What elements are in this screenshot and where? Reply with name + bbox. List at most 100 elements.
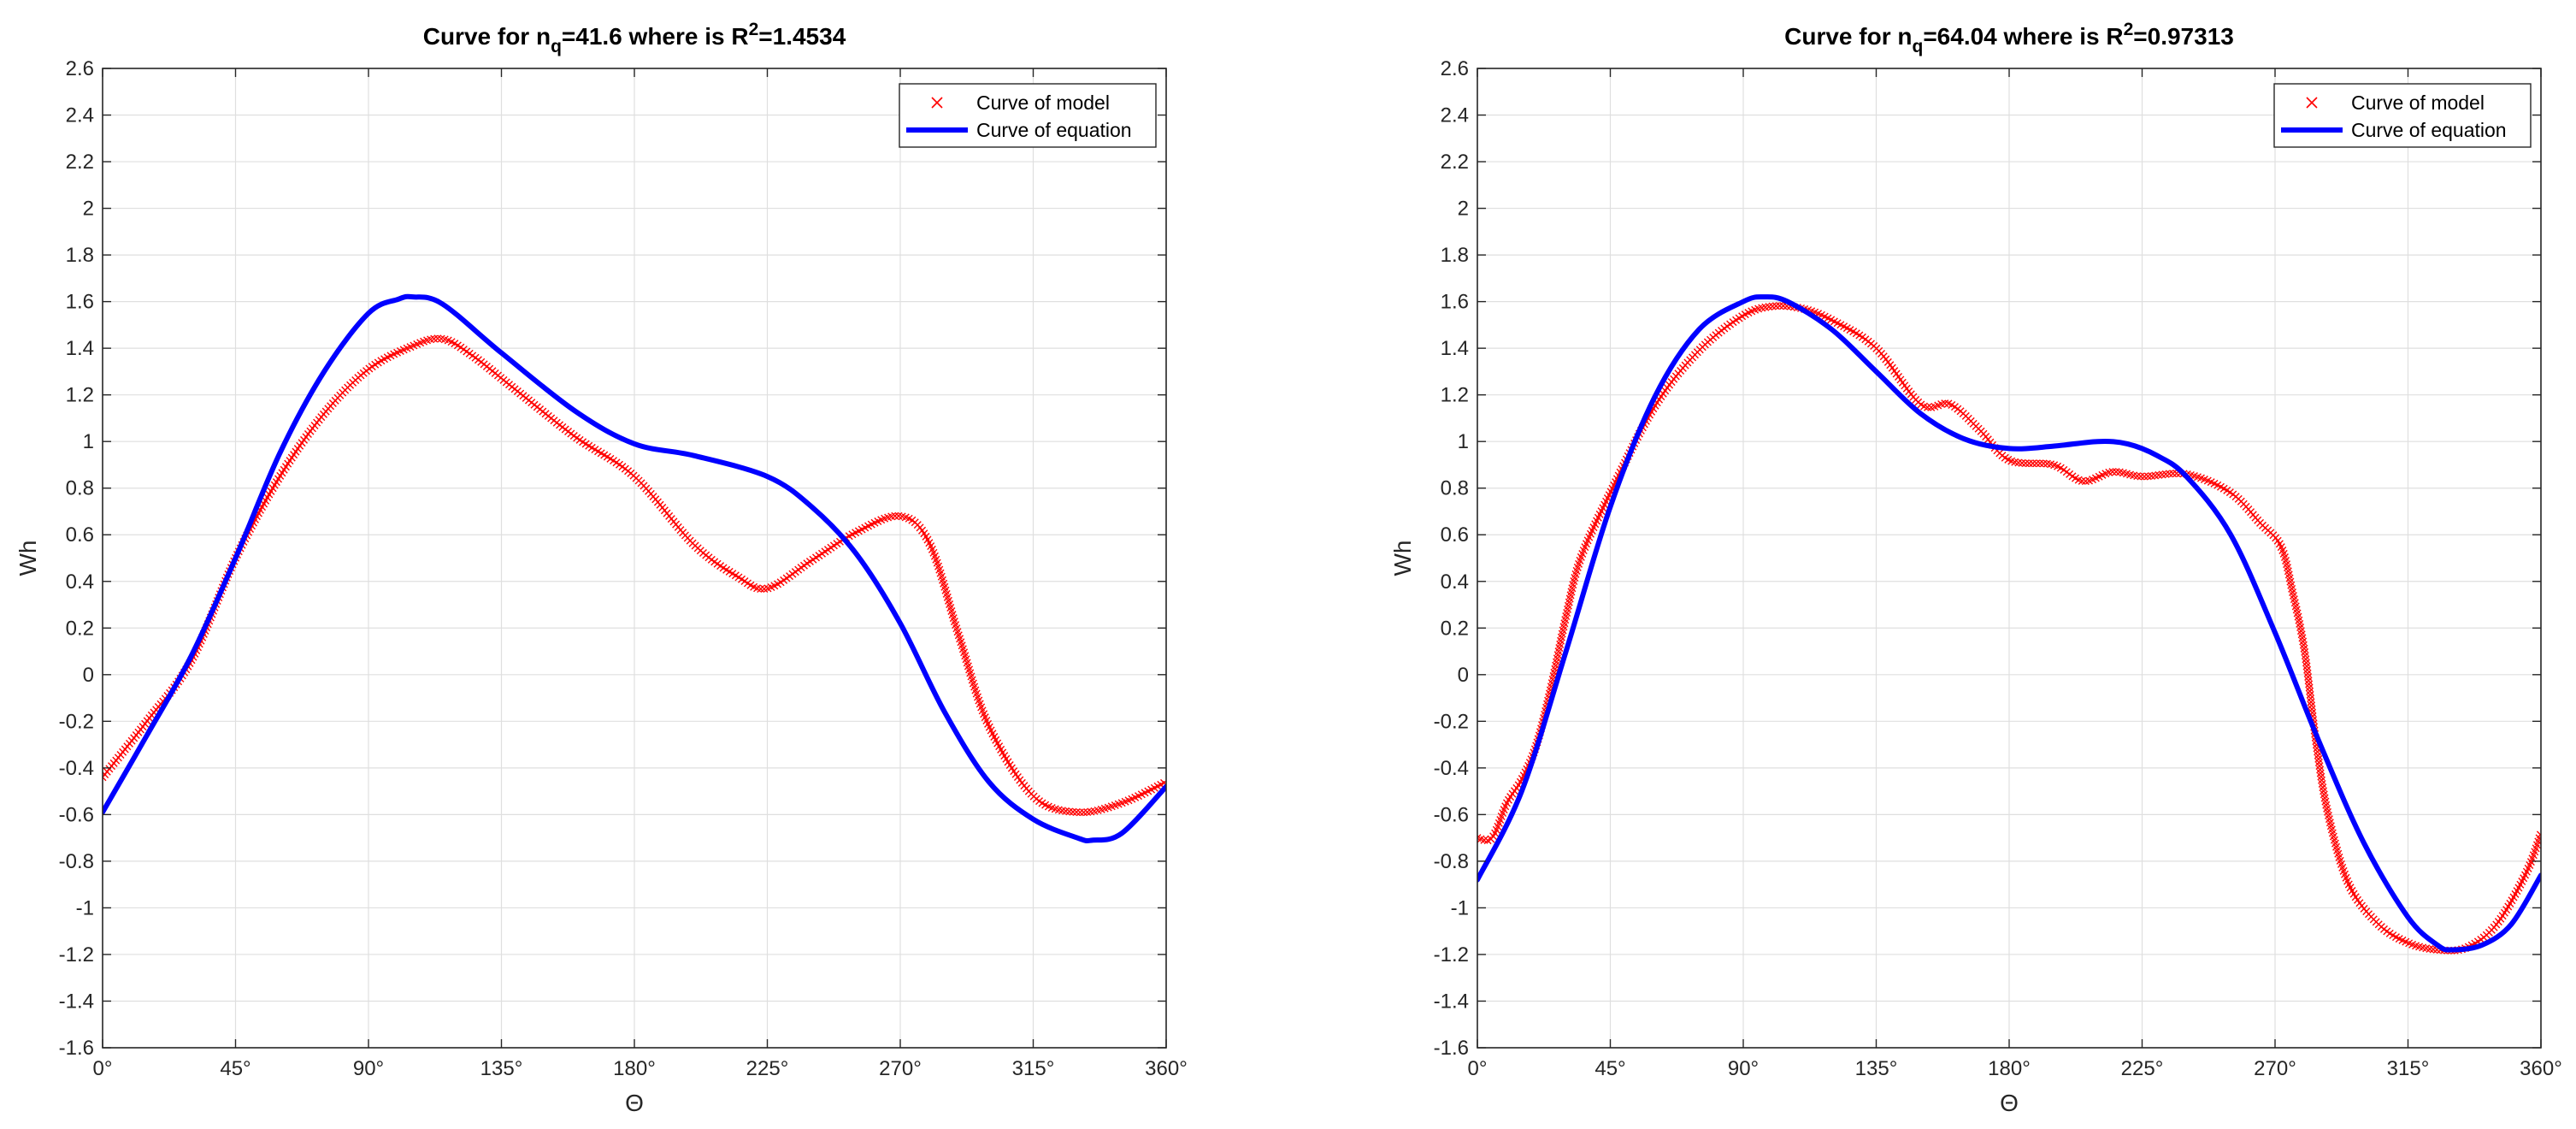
x-tick-label: 315°	[2387, 1057, 2430, 1080]
y-tick-label: 1.2	[66, 384, 94, 407]
legend-label-model: Curve of model	[976, 92, 1110, 114]
x-tick-label: 90°	[353, 1057, 384, 1080]
x-tick-label: 360°	[2520, 1057, 2562, 1080]
title-prefix: Curve for n	[1784, 23, 1912, 50]
y-tick-label: -0.2	[1434, 710, 1469, 733]
model-marker	[757, 585, 765, 594]
legend-label-equation: Curve of equation	[976, 119, 1132, 141]
y-tick-label: 1.4	[66, 337, 94, 360]
y-tick-label: -0.8	[59, 850, 94, 873]
x-axis-label: Θ	[2000, 1090, 2019, 1116]
model-marker	[2032, 459, 2041, 468]
series-equation-line	[1477, 294, 2541, 953]
series-model-markers	[1477, 302, 2541, 955]
x-axis-label: Θ	[625, 1090, 644, 1116]
title-superscript: 2	[2124, 20, 2134, 39]
y-tick-label: -1.2	[1434, 943, 1469, 966]
model-marker	[2108, 468, 2117, 476]
x-tick-label: 135°	[480, 1057, 523, 1080]
y-tick-label: 2	[1458, 198, 1469, 221]
y-tick-label: 2.6	[1441, 57, 1469, 80]
legend-box	[899, 83, 1157, 148]
model-marker	[2025, 459, 2033, 468]
model-marker	[2535, 834, 2541, 842]
chart-2: 0° 45° 90° 135° 180° 225° 270° 315° 360° 2.6 2.4 2.…	[1389, 20, 2562, 1116]
y-tick-label: 0.6	[1441, 523, 1469, 547]
y-tick-label: -1.4	[1434, 990, 1469, 1013]
title-middle: =64.04 where is R	[1923, 23, 2123, 50]
chart-1: 0° 45° 90° 135° 180° 225° 270° 315° 360° 2.6 2.4 2.…	[15, 20, 1188, 1116]
y-tick-label: 1.6	[1441, 291, 1469, 314]
y-tick-label: 0.2	[1441, 617, 1469, 640]
grid	[102, 68, 1167, 1049]
x-tick-label: 45°	[1595, 1057, 1625, 1080]
y-tick-label: 2.2	[1441, 151, 1469, 174]
y-tick-label: 2.4	[1441, 104, 1469, 127]
y-tick-label: 1.8	[66, 244, 94, 267]
title-middle: =41.6 where is R	[562, 23, 749, 50]
x-tick-label: 360°	[1145, 1057, 1188, 1080]
y-tick-label: -1.2	[59, 943, 94, 966]
model-marker	[2036, 459, 2044, 468]
x-tick-label: 225°	[746, 1057, 789, 1080]
y-tick-label: 1	[1458, 430, 1469, 453]
model-marker	[2169, 470, 2178, 478]
y-tick-label: -1.4	[59, 990, 94, 1013]
y-tick-label: 1.2	[1441, 384, 1469, 407]
model-marker	[1924, 403, 1932, 411]
y-tick-label: 1.4	[1441, 337, 1469, 360]
model-marker	[1776, 302, 1784, 310]
y-tick-label: 1.8	[1441, 244, 1469, 267]
y-tick-label: 2.6	[66, 57, 94, 80]
title-superscript: 2	[749, 20, 759, 39]
y-tick-label: 0.4	[66, 570, 94, 594]
model-marker	[2021, 459, 2030, 468]
x-tick-label: 0°	[93, 1057, 113, 1080]
model-marker	[1160, 778, 1166, 787]
x-tick-label: 0°	[1468, 1057, 1488, 1080]
y-tick-label: 2.2	[66, 151, 94, 174]
title-subscript: q	[1913, 37, 1924, 56]
y-axis-label: Wh	[1389, 541, 1416, 576]
x-tick-label: 45°	[220, 1057, 251, 1080]
y-tick-label: 0.8	[1441, 477, 1469, 500]
model-marker	[2137, 472, 2145, 481]
legend: Curve of model Curve of equation	[899, 83, 1157, 148]
chart-title: Curve for nq=64.04 where is R2=0.97313	[1784, 20, 2234, 56]
model-marker	[1076, 808, 1084, 817]
y-tick-label: 0	[1458, 664, 1469, 687]
chart-title: Curve for nq=41.6 where is R2=1.4534	[423, 20, 846, 56]
model-marker	[2029, 459, 2037, 468]
y-tick-label: -0.8	[1434, 850, 1469, 873]
y-tick-label: -1.6	[59, 1037, 94, 1060]
y-tick-label: 0.8	[66, 477, 94, 500]
x-tick-label: 270°	[879, 1057, 922, 1080]
data-layer	[1477, 294, 2541, 955]
data-layer	[103, 293, 1166, 843]
model-marker	[891, 511, 899, 520]
y-tick-label: -0.4	[1434, 757, 1469, 780]
y-tick-label: -0.4	[59, 757, 94, 780]
title-prefix: Curve for n	[423, 23, 551, 50]
series-equation-line	[103, 293, 1166, 843]
y-tick-label: 1.6	[66, 291, 94, 314]
y-tick-label: 0.6	[66, 523, 94, 547]
x-tick-label: 90°	[1728, 1057, 1759, 1080]
y-tick-label: 0.2	[66, 617, 94, 640]
y-tick-label: -1	[1451, 896, 1469, 919]
y-tick-label: -1.6	[1434, 1037, 1469, 1060]
title-suffix: =0.97313	[2133, 23, 2234, 50]
legend-label-model: Curve of model	[2351, 92, 2485, 114]
y-tick-label: -0.2	[59, 710, 94, 733]
y-tick-label: 0.4	[1441, 570, 1469, 594]
legend-box	[2273, 83, 2532, 148]
x-tick-label: 180°	[1988, 1057, 2031, 1080]
legend: Curve of model Curve of equation	[2273, 83, 2532, 148]
x-tick-label: 135°	[1855, 1057, 1898, 1080]
y-tick-label: 2	[83, 198, 94, 221]
legend-label-equation: Curve of equation	[2351, 119, 2507, 141]
x-tick-label: 180°	[613, 1057, 656, 1080]
y-tick-label: -1	[76, 896, 94, 919]
y-tick-label: 2.4	[66, 104, 94, 127]
